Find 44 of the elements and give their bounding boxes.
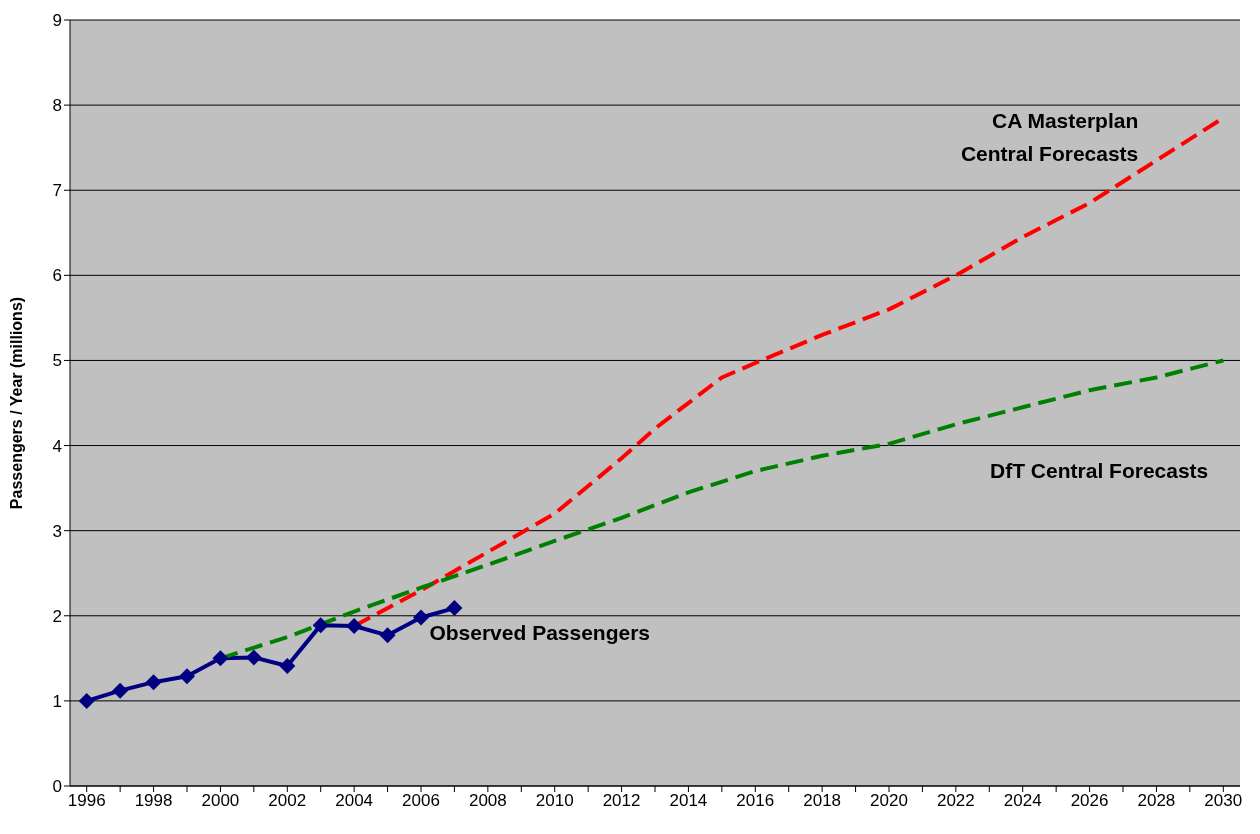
x-tick-label: 1996 [67, 791, 106, 811]
point [446, 600, 463, 617]
point [78, 692, 95, 709]
y-tick-label: 3 [52, 521, 62, 541]
point [212, 650, 229, 667]
point [245, 649, 262, 666]
text: DfT Central Forecasts [990, 459, 1209, 483]
x-tick-label: 2028 [1137, 791, 1176, 811]
x-tick-label: 2002 [268, 791, 307, 811]
y-tick-label: 8 [52, 96, 62, 116]
x-tick-label: 1998 [134, 791, 173, 811]
point [179, 668, 195, 685]
x-tick-label: 2018 [803, 791, 842, 811]
y-tick-label: 4 [52, 436, 62, 456]
x-tick-label: 2026 [1070, 791, 1109, 811]
x-tick-label: 2030 [1204, 791, 1243, 811]
x-tick-label: 2020 [870, 791, 908, 811]
point [379, 627, 396, 644]
point [145, 674, 162, 691]
series-label: CA Masterplan Central Forecasts [960, 108, 1139, 165]
y-tick-label: 1 [52, 691, 62, 711]
point [312, 617, 329, 634]
x-tick-label: 2008 [468, 791, 507, 811]
y-tick-label: 9 [52, 11, 62, 31]
x-tick-label: 2000 [201, 791, 240, 811]
y-tick-label: 6 [52, 266, 62, 286]
y-tick-label: 7 [52, 181, 62, 201]
x-tick-label: 2004 [335, 791, 374, 811]
y-axis-title: Passengers / Year (millions) [7, 296, 25, 510]
x-tick-label: 2014 [669, 791, 708, 811]
y-tick-label: 0 [52, 777, 62, 797]
point [279, 657, 296, 674]
y-tick-label: 5 [52, 351, 62, 371]
x-tick-label: 2010 [535, 791, 574, 811]
point [346, 617, 363, 634]
series-label: Observed Passengers [429, 621, 651, 645]
x-tick-label: 2016 [736, 791, 775, 811]
point [112, 682, 129, 699]
y-tick-label: 2 [52, 606, 62, 626]
x-tick-label: 2012 [602, 791, 641, 811]
point [413, 609, 429, 626]
x-tick-label: 2022 [936, 791, 975, 811]
x-tick-label: 2006 [402, 791, 440, 811]
x-tick-label: 2024 [1003, 791, 1042, 811]
